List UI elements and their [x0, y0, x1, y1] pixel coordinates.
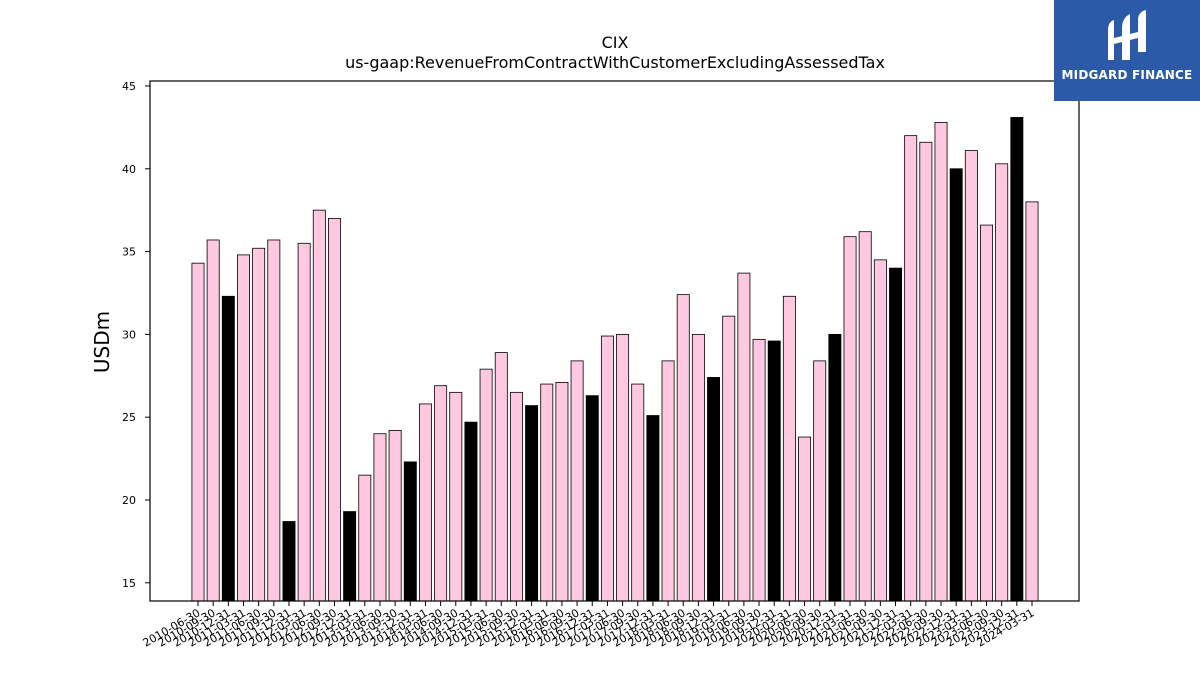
bar-2014-03-31: [418, 403, 432, 602]
bar-2018-06-30: [676, 294, 690, 602]
bar-2022-06-30: [919, 141, 933, 602]
y-tick-label: 30: [122, 328, 136, 341]
bar-2011-12-31: [282, 521, 296, 602]
y-tick-label: 35: [122, 246, 136, 259]
bar-2014-06-30: [434, 385, 448, 602]
bar-2012-06-30: [312, 209, 326, 602]
y-tick-label: 15: [122, 577, 136, 590]
bar-2021-03-31: [843, 236, 857, 602]
bar-2022-12-31: [949, 168, 963, 602]
bar-2023-12-31: [1010, 117, 1024, 602]
bar-2020-09-30: [813, 360, 827, 602]
bar-2014-09-30: [449, 391, 463, 602]
bar-2022-03-31: [904, 135, 918, 602]
y-tick-label: 40: [122, 163, 136, 176]
logo-text: MIDGARD FINANCE: [1061, 68, 1193, 82]
x-axis-ticks: 2010-06-302010-09-302010-12-312011-03-31…: [141, 601, 1037, 650]
bar-2017-03-31: [600, 335, 614, 602]
bar-2013-09-30: [388, 430, 402, 602]
bar-2014-12-31: [464, 421, 478, 602]
y-tick-label: 20: [122, 494, 136, 507]
bar-2010-12-31: [221, 295, 235, 602]
logo-mark-icon: [1108, 10, 1146, 60]
bar-2021-09-30: [873, 259, 887, 602]
bar-2013-12-31: [403, 461, 417, 602]
bar-2012-09-30: [328, 218, 341, 602]
bar-2010-09-30: [206, 239, 220, 602]
bar-2020-03-31: [782, 295, 796, 602]
bar-2011-03-31: [237, 254, 250, 602]
bar-2019-03-31: [722, 315, 736, 602]
bar-2011-09-30: [267, 239, 281, 602]
bar-2020-06-30: [798, 436, 812, 602]
bar-2013-06-30: [373, 433, 387, 602]
bar-2017-12-31: [646, 415, 660, 602]
bar-2021-06-30: [858, 231, 872, 602]
bar-2018-12-31: [707, 377, 721, 602]
bar-2017-06-30: [616, 333, 630, 602]
bar-2016-12-31: [585, 395, 599, 602]
bar-2012-03-31: [297, 242, 311, 602]
bar-2019-12-31: [767, 340, 781, 602]
y-tick-label: 25: [122, 411, 136, 424]
bar-2010-06-30: [191, 262, 205, 602]
bar-2019-06-30: [737, 272, 751, 602]
chart-subtitle: us-gaap:RevenueFromContractWithCustomerE…: [345, 53, 885, 72]
bar-2022-09-30: [934, 122, 948, 602]
bar-2023-09-30: [995, 163, 1009, 602]
bar-2015-03-31: [479, 368, 493, 602]
bar-2012-12-31: [343, 511, 357, 602]
bar-2011-06-30: [252, 247, 266, 602]
bar-2015-12-31: [525, 405, 539, 602]
midgard-finance-logo: MIDGARD FINANCE: [1054, 0, 1200, 101]
bar-2021-12-31: [889, 267, 902, 602]
bar-2016-09-30: [570, 360, 584, 602]
bar-2023-03-31: [964, 150, 978, 602]
bar-2018-03-31: [661, 360, 675, 602]
chart-title: CIX: [602, 33, 629, 52]
bar-2023-06-30: [980, 224, 993, 602]
bar-2018-09-30: [691, 333, 705, 602]
bar-2013-03-31: [358, 474, 372, 602]
bar-2015-09-30: [509, 391, 523, 602]
bar-2020-12-31: [828, 333, 842, 602]
y-axis-ticks: 15 20 25 30 35 40 45: [122, 80, 150, 590]
plot-frame: [149, 80, 1080, 602]
bar-2017-09-30: [631, 383, 645, 602]
bar-2015-06-30: [494, 352, 508, 602]
bar-2016-03-31: [540, 383, 554, 602]
bar-2024-03-31: [1025, 201, 1039, 602]
y-axis-label: USDm: [90, 311, 114, 373]
y-tick-label: 45: [122, 80, 136, 93]
bar-2016-06-30: [555, 381, 569, 602]
bars: [191, 117, 1039, 602]
bar-2019-09-30: [752, 338, 766, 602]
